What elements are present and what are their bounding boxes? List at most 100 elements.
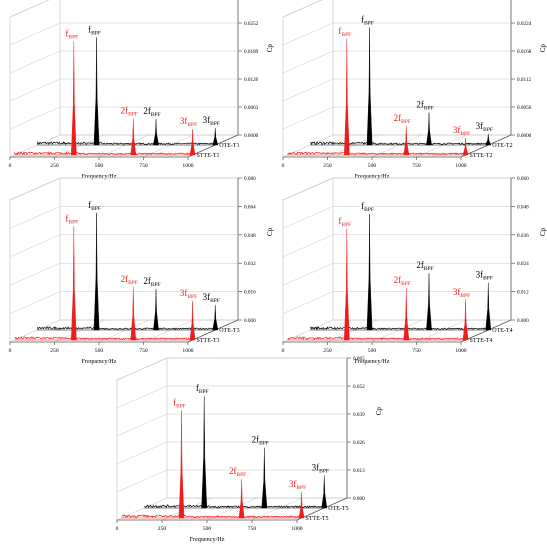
side-gridline (116, 413, 168, 437)
series-label-OTE-T2: OTE-T2 (492, 143, 512, 149)
freq-tick-label: 500 (95, 348, 104, 354)
cp-tick-label: 0.013 (353, 468, 365, 474)
harmonic-label: fBPF (196, 383, 209, 395)
spectrum-noise-OTE-T1 (36, 141, 216, 146)
freq-axis-label: Frequency/Hz (81, 358, 116, 365)
floor-gridline (206, 497, 258, 521)
harmonic-label: fBPF (361, 15, 374, 27)
cp-tick-label: 0.016 (244, 290, 256, 296)
freq-tick-label: 250 (323, 348, 332, 354)
floor-gridline (98, 134, 150, 158)
cp-tick-label: 0.0112 (517, 77, 531, 83)
peak-OTE-T2-2 (426, 112, 432, 146)
peak-STTE-T4-3 (462, 299, 469, 341)
freq-tick-label: 250 (50, 163, 59, 169)
spectrum-noise-OTE-T5 (144, 504, 325, 509)
floor-gridline (282, 319, 334, 343)
harmonic-label: fBPF (361, 201, 374, 213)
harmonic-label: fBPF (173, 397, 186, 409)
freq-tick-label: 750 (412, 163, 421, 169)
floor-gridline (251, 497, 303, 521)
freq-axis-label: Frequency/Hz (189, 536, 224, 543)
cp-tick-label: 0.026 (353, 440, 365, 446)
harmonic-label: 3fBPF (476, 270, 493, 282)
series-label-OTE-T3: OTE-T3 (219, 328, 239, 334)
side-gridline (282, 78, 334, 102)
peak-STTE-T5-2 (238, 479, 245, 519)
peak-STTE-T5-3 (298, 492, 305, 519)
cp-tick-label: 0.0168 (517, 49, 532, 55)
harmonic-label: 2fBPF (394, 113, 411, 125)
harmonic-label: 2fBPF (416, 260, 433, 272)
peak-OTE-T4-1 (366, 214, 373, 331)
harmonic-label: 3fBPF (453, 125, 470, 137)
chart-panel-4: 0.000 0.012 0.024 0.036 0.048 0.060 0 250 500 750… (282, 176, 547, 365)
side-top-edge (9, 177, 61, 201)
cp-tick-label: 0.0000 (517, 133, 532, 139)
harmonic-label: fBPF (65, 29, 78, 41)
harmonic-label: 3fBPF (312, 463, 329, 475)
depth-axis-line (460, 134, 512, 158)
chart-panel-1: 0.00000.00630.01260.01890.02520.03150250… (9, 0, 274, 180)
side-gridline (282, 291, 334, 314)
cp-tick-label: 0.052 (353, 384, 365, 390)
spectrum-noise-STTE-T2 (287, 151, 466, 156)
side-gridline (282, 22, 334, 46)
series-label-OTE-T1: OTE-T1 (219, 143, 239, 149)
harmonic-label: 3fBPF (203, 115, 220, 127)
harmonic-label: 3fBPF (453, 287, 470, 299)
cp-tick-label: 0.064 (244, 204, 256, 210)
cp-tick-label: 0.039 (353, 412, 365, 418)
cp-tick-label: 0.0224 (517, 21, 532, 27)
harmonic-label: 2fBPF (121, 274, 138, 286)
harmonic-label: fBPF (88, 24, 101, 36)
series-label-STTE-T4: STTE-T4 (470, 338, 493, 344)
cp-tick-label: 0.0063 (244, 105, 259, 111)
harmonic-label: 2fBPF (394, 275, 411, 287)
freq-tick-label: 500 (203, 526, 212, 532)
harmonic-label: 2fBPF (229, 466, 246, 478)
cp-tick-label: 0.000 (244, 318, 256, 324)
chart-panel-5: 0.000 0.013 0.026 0.039 0.052 0.065 0 250 500 750… (116, 356, 383, 543)
freq-tick-label: 1000 (182, 163, 193, 169)
side-gridline (282, 0, 323, 18)
side-gridline (9, 291, 61, 314)
series-label-OTE-T5: OTE-T5 (328, 506, 348, 512)
peak-OTE-T5-1 (201, 395, 208, 509)
peak-STTE-T4-1 (344, 228, 350, 341)
series-label-OTE-T4: OTE-T4 (492, 328, 512, 334)
peak-STTE-T1-3 (189, 129, 196, 156)
spectrum-noise-OTE-T3 (36, 326, 216, 331)
side-top-edge (9, 0, 50, 18)
freq-tick-label: 250 (50, 348, 59, 354)
peak-STTE-T2-2 (403, 125, 410, 156)
series-label-STTE-T1: STTE-T1 (197, 153, 220, 159)
freq-tick-label: 0 (282, 348, 285, 354)
depth-axis-line (187, 319, 239, 343)
side-gridline (9, 206, 61, 229)
chart-panel-3: 0.000 0.016 0.032 0.048 0.064 0.080 0 250 500 750… (9, 176, 274, 365)
cp-tick-label: 0.0000 (244, 133, 259, 139)
spectrum-noise-STTE-T4 (287, 336, 466, 341)
cp-tick-label: 0.024 (517, 261, 529, 267)
freq-tick-label: 1000 (182, 348, 193, 354)
harmonic-label: 3fBPF (180, 288, 197, 300)
side-gridline (282, 106, 334, 130)
spectrum-noise-OTE-T2 (310, 140, 489, 146)
cp-tick-label: 0.048 (517, 204, 529, 210)
peak-OTE-T3-1 (93, 212, 100, 331)
freq-tick-label: 1000 (455, 348, 466, 354)
spectrum-noise-STTE-T3 (14, 336, 193, 341)
floor-gridline (116, 497, 168, 521)
cp-tick-label: 0.036 (517, 233, 529, 239)
cp-axis-label: Cp (375, 407, 383, 416)
cp-tick-label: 0.012 (517, 290, 529, 296)
side-gridline (9, 234, 61, 258)
side-gridline (116, 441, 168, 465)
side-top-edge (282, 177, 334, 201)
peak-OTE-T1-3 (212, 128, 219, 146)
side-top-edge (116, 357, 168, 381)
freq-tick-label: 0 (9, 348, 12, 354)
depth-axis-line (187, 134, 239, 158)
